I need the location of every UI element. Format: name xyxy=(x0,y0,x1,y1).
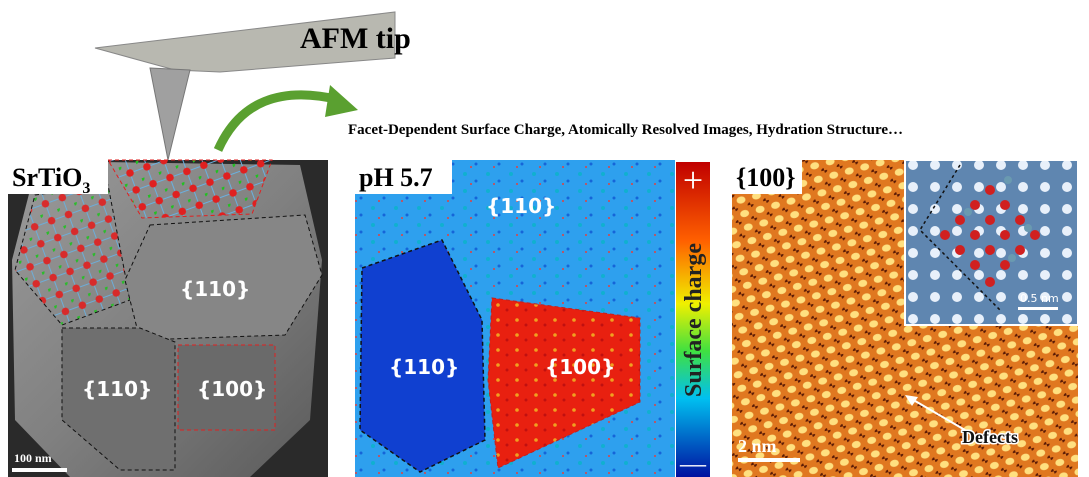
scale-bar xyxy=(12,468,67,472)
facet-outline xyxy=(14,184,131,326)
inset-atoms xyxy=(940,176,1040,287)
facet-label: {110} xyxy=(389,355,459,379)
title-bg xyxy=(355,160,452,194)
arrow xyxy=(213,90,342,152)
atom-facet xyxy=(15,185,130,325)
atom-facet xyxy=(107,159,273,219)
annotation-arrow-head xyxy=(905,395,918,406)
colorbar xyxy=(676,162,710,477)
inset-scale-bar xyxy=(1018,307,1058,310)
title-bg xyxy=(732,160,802,194)
title-sub: 3 xyxy=(82,180,90,197)
colorbar-bottom: — xyxy=(679,449,707,477)
panel-title: SrTiO3 xyxy=(12,163,90,197)
facet-label: {110} xyxy=(82,377,152,401)
facet-region xyxy=(487,297,641,469)
facet-label: {100} xyxy=(197,377,267,401)
facet-region xyxy=(359,239,486,473)
facet-outline xyxy=(124,214,323,341)
facet-label: {100} xyxy=(545,355,615,379)
panel-title: pH 5.7 xyxy=(359,163,433,192)
title-bg xyxy=(8,160,108,194)
cantilever xyxy=(94,11,396,73)
facet-label: {110} xyxy=(180,277,250,301)
title-text: SrTiO xyxy=(12,163,82,192)
facet-outline xyxy=(177,344,276,431)
tip-cone xyxy=(149,67,191,161)
scale-bar xyxy=(738,458,800,462)
facet-outline xyxy=(61,327,176,471)
tip-label: AFM tip xyxy=(300,22,411,55)
inset-outline xyxy=(919,164,1001,311)
scale-label: 2 nm xyxy=(738,436,777,456)
panel-title: {100} xyxy=(736,163,796,192)
colorbar-top: + xyxy=(683,160,703,200)
facet-label: {110} xyxy=(486,194,556,218)
inset-scale-label: 0.5 nm xyxy=(1020,292,1059,305)
arrow-head xyxy=(325,85,358,117)
caption: Facet-Dependent Surface Charge, Atomical… xyxy=(348,122,903,138)
scale-label: 100 nm xyxy=(14,451,52,465)
annotation-arrow xyxy=(909,397,966,431)
annotation: Defects xyxy=(962,427,1018,447)
colorbar-label: Surface charge xyxy=(681,243,707,397)
